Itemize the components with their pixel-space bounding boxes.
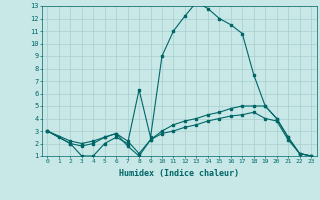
X-axis label: Humidex (Indice chaleur): Humidex (Indice chaleur) bbox=[119, 169, 239, 178]
